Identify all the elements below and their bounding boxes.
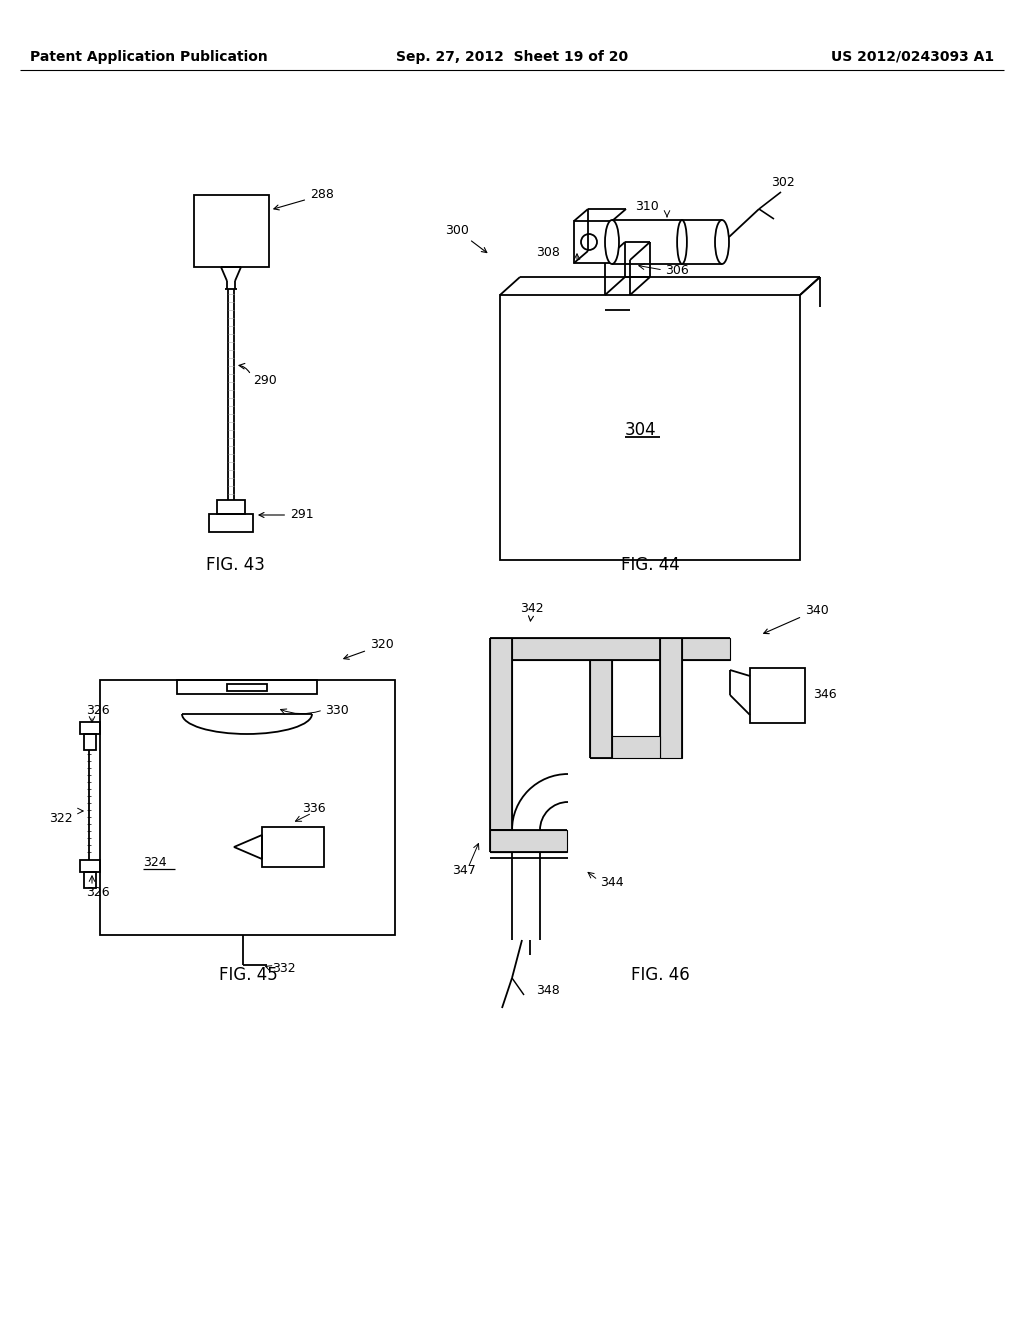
Text: FIG. 44: FIG. 44 (621, 556, 679, 574)
Text: 288: 288 (273, 189, 334, 210)
Text: 310: 310 (635, 201, 658, 214)
Text: 291: 291 (259, 508, 313, 521)
Text: 304: 304 (625, 421, 655, 440)
Bar (177, 680, 317, 694)
Text: 322: 322 (49, 813, 73, 825)
Bar (80, 861, 100, 873)
Ellipse shape (677, 220, 687, 264)
Text: 330: 330 (325, 704, 349, 717)
Bar (590, 660, 612, 758)
Text: 342: 342 (520, 602, 544, 620)
Bar (660, 638, 682, 758)
Text: 324: 324 (143, 855, 167, 869)
Bar (500, 294, 800, 560)
Bar (100, 680, 395, 935)
Text: 306: 306 (665, 264, 689, 276)
Text: Patent Application Publication: Patent Application Publication (30, 50, 267, 63)
Bar (217, 500, 245, 513)
Ellipse shape (605, 220, 618, 264)
Text: 326: 326 (86, 704, 110, 717)
Bar (490, 638, 512, 851)
Bar (262, 828, 324, 867)
Bar (490, 638, 730, 660)
Text: 348: 348 (536, 983, 560, 997)
Text: 326: 326 (86, 886, 110, 899)
Text: FIG. 43: FIG. 43 (206, 556, 264, 574)
Text: 302: 302 (771, 176, 795, 189)
Text: 332: 332 (272, 961, 296, 974)
Text: 344: 344 (600, 875, 624, 888)
Text: 336: 336 (302, 803, 326, 816)
Text: 347: 347 (452, 863, 476, 876)
Bar (574, 220, 612, 263)
Bar (84, 873, 96, 888)
Bar (80, 722, 100, 734)
Bar (490, 830, 567, 851)
Bar (612, 737, 660, 758)
Bar (209, 513, 253, 532)
Bar (227, 684, 267, 690)
Ellipse shape (715, 220, 729, 264)
Bar (750, 668, 805, 723)
Text: 300: 300 (445, 223, 486, 252)
Text: FIG. 45: FIG. 45 (219, 966, 278, 983)
Text: 308: 308 (536, 246, 560, 259)
Text: 320: 320 (344, 639, 394, 659)
Text: US 2012/0243093 A1: US 2012/0243093 A1 (830, 50, 994, 63)
Bar (194, 195, 269, 267)
Text: 346: 346 (813, 689, 837, 701)
Text: 340: 340 (764, 603, 828, 634)
Bar (84, 734, 96, 750)
Text: Sep. 27, 2012  Sheet 19 of 20: Sep. 27, 2012 Sheet 19 of 20 (396, 50, 628, 63)
Text: 290: 290 (253, 374, 276, 387)
Text: FIG. 46: FIG. 46 (631, 966, 689, 983)
